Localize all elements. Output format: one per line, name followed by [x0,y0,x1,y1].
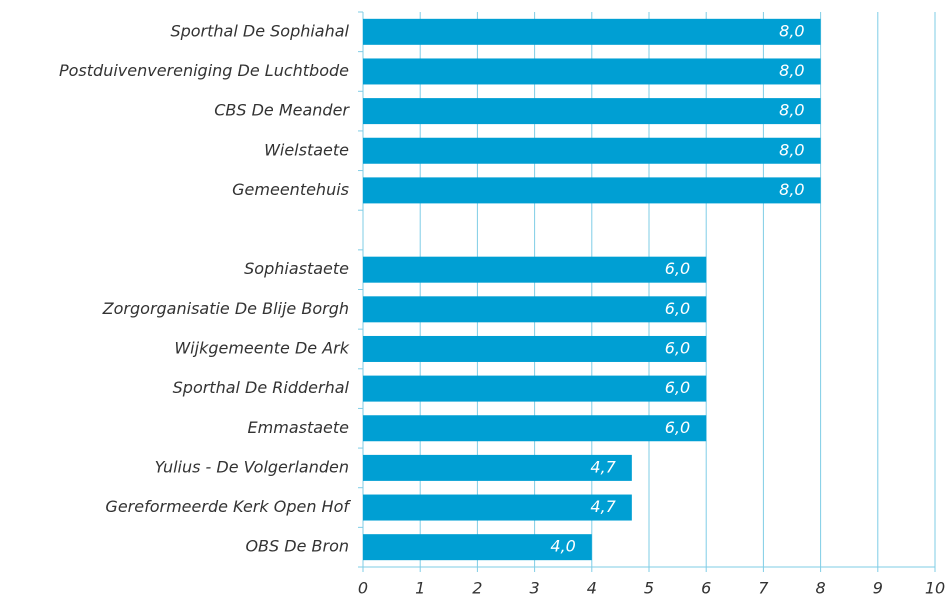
y-tick-label: Sporthal De Sophiahal [170,21,349,40]
value-label: 6,0 [665,338,690,357]
x-tick-label: 4 [587,579,597,598]
value-label: 6,0 [665,418,690,437]
value-label: 8,0 [779,61,804,80]
y-tick-label: Wijkgemeente De Ark [174,338,349,357]
bar [363,177,821,204]
value-label: 6,0 [665,259,690,278]
value-label: 8,0 [779,101,804,120]
y-tick-label: Wielstaete [264,140,349,159]
y-tick-label: Gereformeerde Kerk Open Hof [105,497,351,516]
value-label: 4,7 [590,497,616,516]
x-tick-label: 6 [701,579,711,598]
y-tick-label: Emmastaete [248,418,350,437]
y-tick-label: Zorgorganisatie De Blije Borgh [102,299,349,318]
bar [363,534,592,561]
value-label: 8,0 [779,180,804,199]
value-label: 6,0 [665,299,690,318]
bar [363,335,707,362]
value-label: 8,0 [779,140,804,159]
value-label: 4,0 [550,537,575,556]
bar [363,296,707,323]
bar [363,256,707,283]
bar [363,454,632,481]
value-label: 6,0 [665,378,690,397]
y-tick-label: Yulius - De Volgerlanden [155,457,349,476]
bar [363,415,707,442]
x-tick-label: 10 [925,579,945,598]
x-tick-label: 3 [530,579,540,598]
bar [363,58,821,85]
x-tick-label: 2 [472,579,482,598]
x-tick-label: 5 [644,579,654,598]
bar [363,494,632,521]
y-tick-label: CBS De Meander [214,101,350,120]
value-label: 8,0 [779,21,804,40]
bar [363,18,821,45]
y-tick-label: Gemeentehuis [232,180,349,199]
value-label: 4,7 [590,457,616,476]
bar [363,98,821,125]
x-tick-label: 8 [816,579,826,598]
x-tick-label: 7 [758,579,769,598]
y-tick-label: Sophiastaete [244,259,349,278]
x-tick-label: 0 [358,579,368,598]
bar [363,137,821,164]
y-tick-label: OBS De Bron [245,537,349,556]
y-tick-label: Postduivenvereniging De Luchtbode [59,61,349,80]
x-tick-label: 9 [873,579,883,598]
bar [363,375,707,402]
y-tick-label: Sporthal De Ridderhal [173,378,350,397]
x-tick-label: 1 [415,579,425,598]
